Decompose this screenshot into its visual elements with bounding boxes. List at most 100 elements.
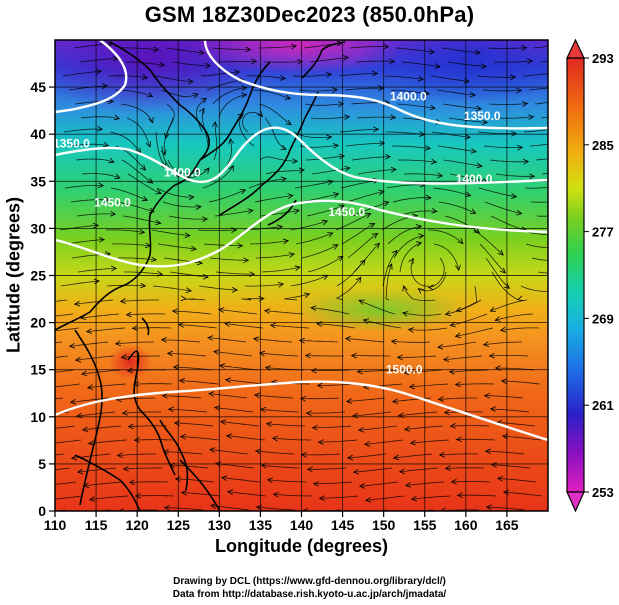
streamline xyxy=(82,425,122,431)
streamline xyxy=(134,439,174,441)
streamline xyxy=(312,425,352,429)
streamline-arrow xyxy=(337,101,345,108)
streamline xyxy=(307,255,344,273)
streamline xyxy=(335,213,371,231)
streamline-arrow xyxy=(214,405,221,411)
streamline xyxy=(439,453,479,456)
streamline xyxy=(81,369,121,375)
streamline xyxy=(489,159,529,163)
streamline xyxy=(537,271,548,274)
x-tick-label: 165 xyxy=(495,517,519,533)
streamline xyxy=(75,158,115,163)
streamline xyxy=(491,271,518,300)
chart-title: GSM 18Z30Dec2023 (850.0hPa) xyxy=(144,2,475,27)
streamline-arrow xyxy=(120,354,127,360)
streamline-arrow xyxy=(113,114,121,121)
streamline xyxy=(525,243,548,249)
streamline-arrow xyxy=(198,49,206,56)
streamline xyxy=(358,299,396,315)
streamline xyxy=(126,313,166,316)
streamline xyxy=(533,45,548,49)
streamline xyxy=(220,421,260,427)
streamline xyxy=(395,47,435,53)
streamline xyxy=(156,187,194,198)
streamline xyxy=(483,341,522,346)
streamline xyxy=(437,145,477,152)
streamline xyxy=(449,173,488,183)
streamline xyxy=(478,187,517,198)
streamline xyxy=(55,369,75,373)
streamline-arrow xyxy=(288,252,296,258)
streamline-arrow xyxy=(180,295,187,302)
streamline-arrow xyxy=(499,267,506,274)
streamline-arrow xyxy=(444,465,451,471)
streamline xyxy=(225,379,265,385)
streamline xyxy=(209,449,249,455)
streamline-arrow xyxy=(177,322,185,328)
x-tick-label: 125 xyxy=(167,517,191,533)
streamline xyxy=(162,201,201,208)
streamline xyxy=(55,355,69,358)
streamline-arrow xyxy=(558,184,563,189)
streamline-arrow xyxy=(554,289,559,294)
streamline-arrow xyxy=(310,305,317,312)
streamline xyxy=(116,397,155,401)
streamline-arrow xyxy=(233,69,241,76)
streamline-arrow xyxy=(553,232,558,237)
streamline xyxy=(198,285,238,291)
streamline-arrow xyxy=(470,148,477,154)
streamline xyxy=(393,235,424,259)
streamline xyxy=(485,450,525,455)
streamline-arrow xyxy=(408,257,414,265)
streamline-arrow xyxy=(418,233,425,240)
streamline xyxy=(157,243,197,250)
streamline xyxy=(450,313,488,326)
streamline-arrow xyxy=(203,167,210,174)
streamline xyxy=(213,351,253,357)
streamline-arrow xyxy=(161,392,168,399)
streamline xyxy=(175,478,215,483)
streamline xyxy=(485,257,510,289)
x-axis-label: Longitude (degrees) xyxy=(214,536,388,556)
streamline-arrow xyxy=(116,452,123,459)
streamline xyxy=(168,215,208,220)
streamline xyxy=(169,271,209,278)
streamline-arrow xyxy=(114,173,121,179)
streamline xyxy=(484,395,524,399)
streamline xyxy=(399,467,439,473)
streamline-arrow xyxy=(254,448,262,455)
streamline-arrow xyxy=(332,244,339,250)
streamline-arrow xyxy=(114,340,122,347)
streamline xyxy=(483,145,523,148)
streamline xyxy=(495,313,534,321)
x-tick-label: 160 xyxy=(454,517,478,533)
streamline-arrow xyxy=(475,105,482,112)
streamline-arrow xyxy=(499,326,507,333)
streamline xyxy=(132,327,172,329)
streamline-arrow xyxy=(109,210,117,217)
streamline xyxy=(404,425,444,430)
streamline-arrow xyxy=(265,421,273,428)
wind-streamlines xyxy=(55,40,563,511)
streamline-arrow xyxy=(357,426,365,433)
y-tick-label: 35 xyxy=(30,173,46,189)
streamline-arrow xyxy=(148,207,155,214)
colorbar-label: 253 xyxy=(592,485,614,500)
streamline xyxy=(411,495,451,500)
streamline xyxy=(55,383,81,388)
streamline-arrow xyxy=(485,504,492,511)
colorbar-label: 261 xyxy=(592,398,614,413)
streamline-arrow xyxy=(178,377,186,384)
streamline-arrow xyxy=(402,311,409,317)
contour-label: 1450.0 xyxy=(328,205,365,219)
streamline-arrow xyxy=(245,46,252,53)
streamline-arrow xyxy=(192,93,199,99)
streamline-arrow xyxy=(304,352,311,359)
x-tick-label: 135 xyxy=(249,517,273,533)
streamline xyxy=(79,58,119,63)
streamline xyxy=(488,103,528,105)
streamline-arrow xyxy=(306,466,313,473)
streamline xyxy=(522,72,548,77)
streamline xyxy=(213,121,218,161)
y-tick-label: 5 xyxy=(38,456,46,472)
